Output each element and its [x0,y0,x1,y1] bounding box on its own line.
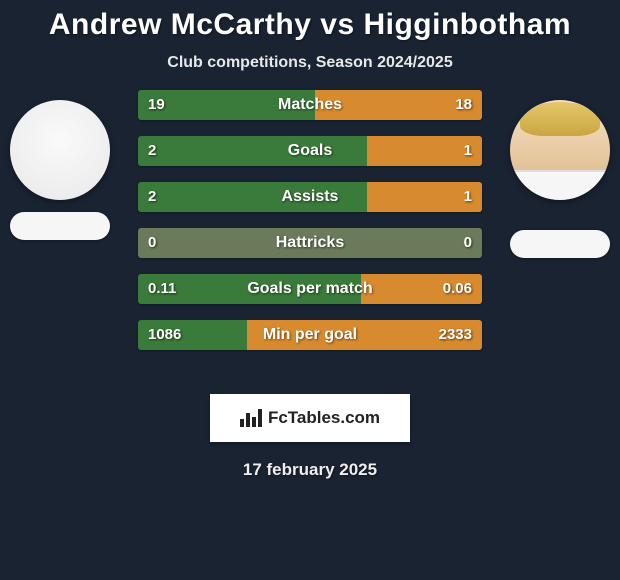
player-right-avatar [510,100,610,200]
player-left-name-chip [10,212,110,240]
brand-label: FcTables.com [268,408,380,428]
stat-bar-right [315,90,482,120]
player-left-column [0,90,120,240]
page-title: Andrew McCarthy vs Higginbotham [0,0,620,42]
player-right-column [500,90,620,258]
stat-row: 21Goals [138,136,482,166]
stat-bar-left [138,90,315,120]
stat-bar-right [247,320,482,350]
stat-bar-left [138,182,367,212]
stat-bar-left [138,320,247,350]
player-right-name-chip [510,230,610,258]
stat-row: 1918Matches [138,90,482,120]
stat-bars-container: 1918Matches 21Goals 21Assists 00Hattricks 0.… [138,90,482,366]
stat-bar-right [367,182,482,212]
stat-row: 21Assists [138,182,482,212]
stat-bar-left [138,136,367,166]
comparison-arena: 1918Matches 21Goals 21Assists 00Hattricks 0.… [0,90,620,390]
stat-bar-left [138,274,361,304]
brand-box: FcTables.com [210,394,410,442]
stat-row: 00Hattricks [138,228,482,258]
stat-bar-right [361,274,482,304]
brand-icon [240,409,262,427]
stat-bar-right [367,136,482,166]
stat-bar-neutral [138,228,482,258]
stat-row: 10862333Min per goal [138,320,482,350]
player-left-avatar [10,100,110,200]
date-line: 17 february 2025 [0,460,620,480]
brand-text: FcTables.com [240,408,380,428]
page-subtitle: Club competitions, Season 2024/2025 [0,54,620,72]
stat-row: 0.110.06Goals per match [138,274,482,304]
